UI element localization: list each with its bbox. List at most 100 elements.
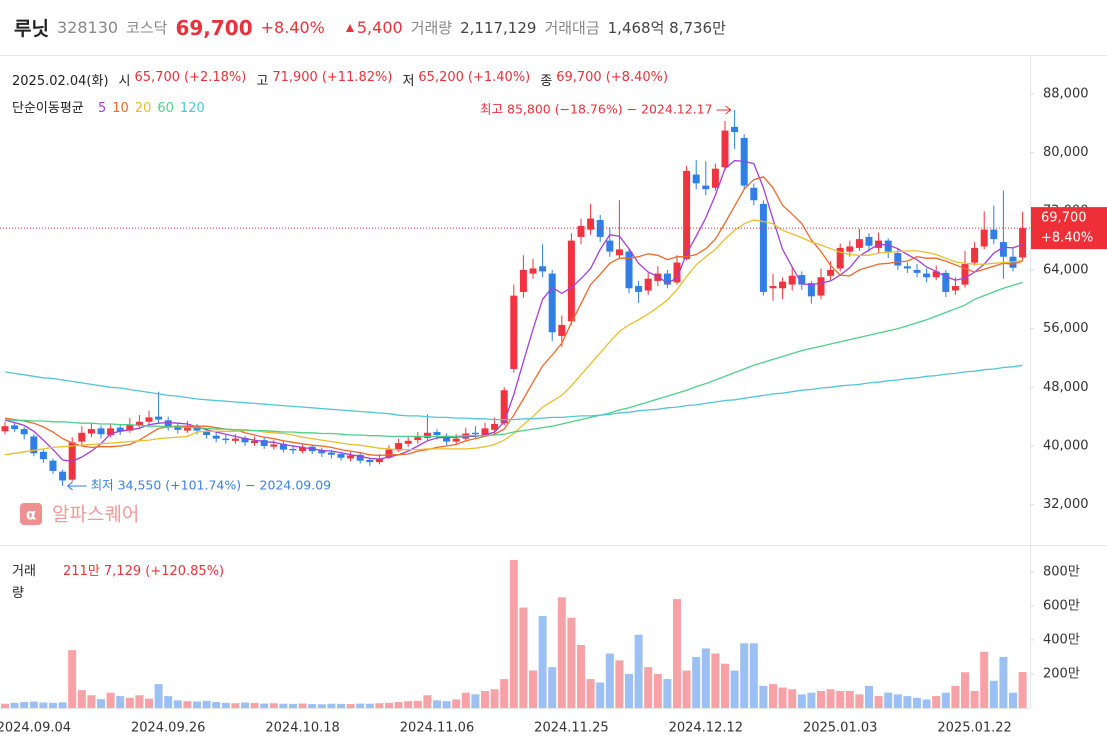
candle-body (385, 449, 393, 458)
y-tick-label: 400만 (1043, 632, 1080, 647)
candle-body (337, 454, 345, 458)
legend-item: 20 (134, 101, 152, 116)
volume-bar (87, 695, 96, 708)
x-tick-label: 2024.09.26 (131, 721, 205, 736)
info-change: (+11.82%) (321, 70, 393, 85)
volume-bar (58, 702, 67, 708)
volume-bar (308, 704, 317, 708)
volume-bar (1, 703, 9, 708)
candle-body (644, 278, 652, 291)
volume-bar (375, 703, 384, 708)
candle-body (251, 440, 259, 444)
watermark-icon: α (20, 503, 42, 525)
ma-legend: 단순이동평균 5 10 20 60 120 (12, 99, 205, 119)
ohlc-info: 2025.02.04(화) 시 65,700 (+2.18%) 고 71,900 (+11… (12, 70, 668, 89)
volume-bar (970, 690, 979, 708)
candle-body (471, 432, 479, 435)
volume-bar (961, 672, 969, 708)
volume-bar (289, 703, 297, 708)
volume-bar (999, 656, 1008, 708)
candle-body (97, 428, 105, 435)
info-label: 저 (402, 74, 415, 89)
candle-body (260, 440, 268, 446)
volume-bar (68, 650, 77, 708)
volume-value: 211만 7,129 (+120.85%) (63, 564, 225, 579)
price-tag (1031, 207, 1107, 250)
volume-bar (577, 645, 585, 708)
volume-bar (346, 704, 355, 708)
candle-body (347, 455, 355, 459)
y-tick-label: 48,000 (1043, 380, 1089, 395)
volume-bar (769, 684, 777, 708)
ma-line (4, 281, 1023, 438)
volume-label: 거래량 (410, 19, 453, 37)
volume-bar (615, 660, 624, 708)
candle-body (222, 438, 230, 441)
candle-body (903, 266, 911, 269)
volume-bar (365, 703, 374, 708)
x-tick-label: 2025.01.22 (937, 721, 1011, 736)
volume-bar (605, 653, 614, 708)
volume-bar (49, 702, 57, 708)
volume-bar (989, 680, 998, 708)
up-triangle (345, 23, 354, 32)
candle-body (683, 170, 691, 259)
volume-bar (817, 690, 825, 708)
candle-body (990, 229, 998, 240)
volume-bar (951, 685, 960, 708)
volume-bar (337, 703, 345, 708)
candle-body (30, 436, 38, 454)
volume-bar (298, 703, 307, 708)
volume-bar (77, 690, 86, 708)
volume-bar (461, 692, 470, 708)
stock-name: 루닛 (14, 18, 49, 40)
candle-body (779, 281, 787, 289)
candle-body (1, 426, 9, 432)
volume-bar (1009, 692, 1017, 708)
candle-body (231, 438, 239, 441)
candle-body (414, 437, 422, 441)
candle-body (702, 185, 710, 190)
candle-body (59, 471, 67, 481)
candle-body (884, 240, 892, 252)
volume-bar (826, 689, 835, 708)
candle-body (279, 443, 287, 450)
price-tag-value: 69,700 (1041, 211, 1087, 226)
volume-bar (154, 684, 163, 708)
candle-body (673, 262, 681, 283)
volume-bar (269, 703, 278, 708)
candle-body (942, 272, 950, 292)
candle-body (711, 168, 719, 188)
candle-body (443, 435, 451, 442)
candle-body (798, 275, 806, 285)
candle-body (999, 242, 1007, 257)
candle-body (587, 218, 595, 230)
candle-body (356, 454, 364, 461)
candle-body (318, 450, 326, 454)
volume: 2,117,129 (460, 18, 537, 37)
volume-bar (20, 702, 29, 708)
volume-bar (481, 690, 489, 708)
min-annotation: 최저 34,550 (+101.74%) − 2024.09.09 (91, 477, 332, 492)
candle-body (155, 416, 163, 420)
volume-bar (145, 698, 153, 708)
volume-bar (183, 701, 192, 708)
volume-bar (865, 685, 873, 708)
candle-body (212, 435, 220, 439)
volume-bar (250, 702, 259, 708)
x-tick-label: 2024.09.04 (0, 721, 71, 736)
market: 코스닥 (126, 19, 168, 37)
candle-body (894, 253, 902, 266)
x-tick-label: 2024.10.18 (265, 721, 339, 736)
volume-bar (433, 700, 441, 708)
volume-bar (193, 701, 201, 708)
candle-body (366, 459, 374, 463)
candle-body (404, 440, 412, 444)
volume-bar (519, 607, 528, 708)
y-tick-label: 200만 (1043, 666, 1080, 681)
volume-bar (653, 673, 662, 708)
volume-bar (116, 696, 125, 708)
volume-bar (903, 696, 912, 708)
candle-body (433, 432, 441, 435)
